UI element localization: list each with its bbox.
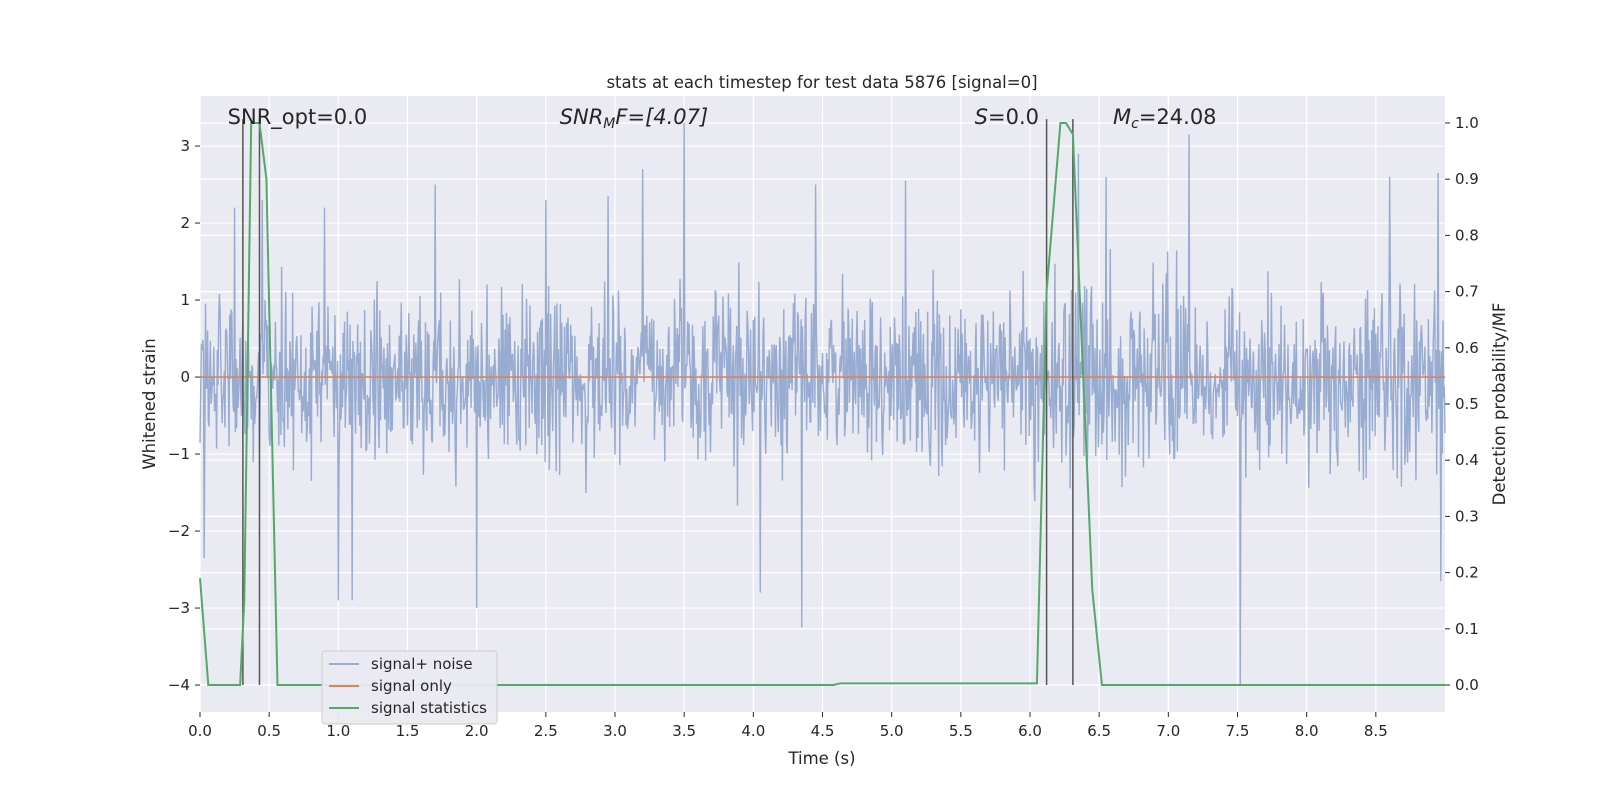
y-tick-label: 3 xyxy=(180,137,190,155)
legend-label-signal-noise: signal+ noise xyxy=(371,655,473,673)
signal-statistics-line xyxy=(199,121,1445,687)
y2-tick-label: 0.0 xyxy=(1455,676,1479,694)
y2-tick-label: 0.5 xyxy=(1455,395,1479,413)
annotation-text: SNR_opt=0.0 xyxy=(228,105,368,130)
x-tick-label: 4.5 xyxy=(811,722,835,740)
y-tick-label: 2 xyxy=(180,214,190,232)
x-tick-label: 6.5 xyxy=(1087,722,1111,740)
y2-tick-label: 1.0 xyxy=(1455,114,1479,132)
y-tick-label: −1 xyxy=(168,445,190,463)
x-tick-label: 8.5 xyxy=(1364,722,1388,740)
x-tick-label: 1.5 xyxy=(396,722,420,740)
x-tick-label: 0.5 xyxy=(257,722,281,740)
x-axis-title: Time (s) xyxy=(787,749,855,768)
signal-noise-line xyxy=(199,122,1446,686)
signal-statistics-series xyxy=(199,121,1445,687)
x-tick-label: 7.0 xyxy=(1156,722,1180,740)
chart-title: stats at each timestep for test data 587… xyxy=(606,73,1037,92)
annotation-text: Mc=24.08 xyxy=(1113,105,1217,132)
y-tick-label: −3 xyxy=(168,599,190,617)
y-axis-title: Whitened strain xyxy=(140,338,159,469)
y2-tick-label: 0.8 xyxy=(1455,226,1479,244)
x-tick-label: 5.0 xyxy=(880,722,904,740)
annotation-text: SNRMF=[4.07] xyxy=(560,105,709,132)
x-tick-label: 0.0 xyxy=(188,722,212,740)
x-tick-label: 1.0 xyxy=(326,722,350,740)
y2-tick-label: 0.9 xyxy=(1455,170,1479,188)
y2-tick-label: 0.6 xyxy=(1455,339,1479,357)
x-tick-label: 4.0 xyxy=(741,722,765,740)
y2-tick-label: 0.4 xyxy=(1455,451,1479,469)
legend: signal+ noise signal only signal statist… xyxy=(321,650,498,725)
y-tick-label: 1 xyxy=(180,291,190,309)
legend-label-signal-statistics: signal statistics xyxy=(371,699,487,717)
y2-tick-label: 0.7 xyxy=(1455,283,1479,301)
signal-noise-series xyxy=(199,122,1446,686)
x-tick-label: 3.5 xyxy=(672,722,696,740)
x-tick-label: 5.5 xyxy=(949,722,973,740)
y2-tick-label: 0.2 xyxy=(1455,564,1479,582)
legend-box xyxy=(321,650,498,725)
annotation-text: S=0.0 xyxy=(975,105,1039,129)
y-tick-label: −4 xyxy=(168,676,190,694)
x-tick-label: 8.0 xyxy=(1295,722,1319,740)
y2-tick-label: 0.3 xyxy=(1455,507,1479,525)
y-tick-label: 0 xyxy=(180,368,190,386)
x-tick-label: 3.0 xyxy=(603,722,627,740)
x-tick-label: 2.0 xyxy=(465,722,489,740)
x-tick-label: 6.0 xyxy=(1018,722,1042,740)
x-tick-label: 7.5 xyxy=(1226,722,1250,740)
legend-label-signal-only: signal only xyxy=(371,677,452,695)
y-axis-ticks: 3 2 1 0 −1 −2 −3 −4 xyxy=(168,137,200,694)
y-tick-label: −2 xyxy=(168,522,190,540)
x-axis-ticks: 0.0 0.5 1.0 1.5 2.0 2.5 3.0 3.5 4.0 4.5 5.0 5.5 6.0 6… xyxy=(188,712,1388,740)
x-tick-label: 2.5 xyxy=(534,722,558,740)
y2-tick-label: 0.1 xyxy=(1455,620,1479,638)
y2-axis-title: Detection probability/MF xyxy=(1490,303,1509,506)
annotations: SNR_opt=0.0 SNRMF=[4.07] S=0.0 Mc=24.08 xyxy=(228,105,1217,132)
marker-lines xyxy=(242,119,1074,686)
y2-axis-ticks: 1.0 0.9 0.8 0.7 0.6 0.5 0.4 0.3 0.2 0.1 0.0 xyxy=(1445,114,1479,694)
